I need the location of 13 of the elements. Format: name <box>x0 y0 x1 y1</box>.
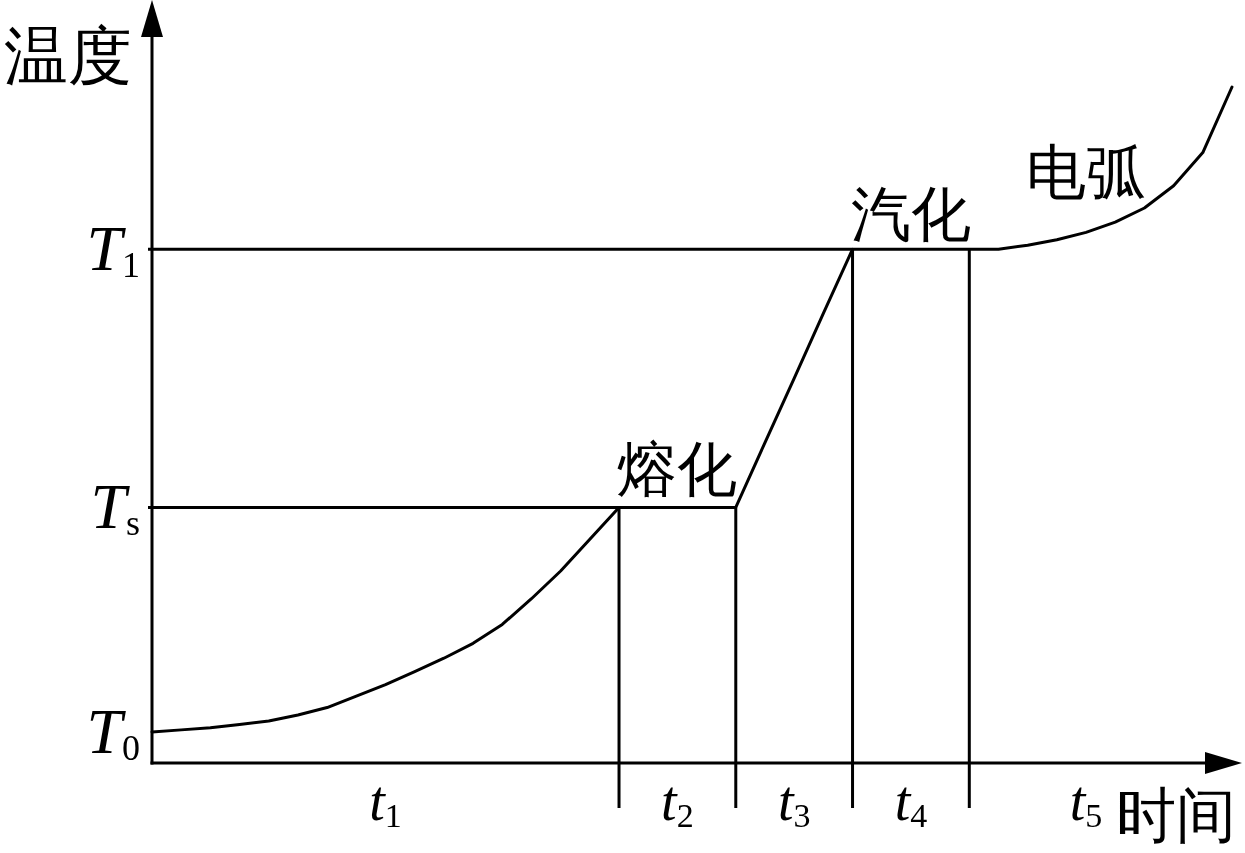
x-tick-label: t$_{1}$ <box>369 770 402 834</box>
x-tick-label: t$_{5}$ <box>1069 770 1103 834</box>
ref-line-label: T$_{s}$ <box>90 471 140 544</box>
y-axis-title: 温度 <box>4 21 132 92</box>
x-tick-label: t$_{3}$ <box>777 770 811 834</box>
x-axis-title: 时间 <box>1116 783 1236 849</box>
annotation: T$_{0}$ <box>86 695 140 768</box>
annotation: 熔化 <box>617 436 738 503</box>
annotation: 汽化 <box>850 182 971 249</box>
x-tick-label: t$_{2}$ <box>661 770 694 834</box>
ref-line-label: T$_{1}$ <box>86 213 140 286</box>
x-tick-label: t$_{4}$ <box>894 770 928 834</box>
annotation: 电弧 <box>1026 139 1147 206</box>
